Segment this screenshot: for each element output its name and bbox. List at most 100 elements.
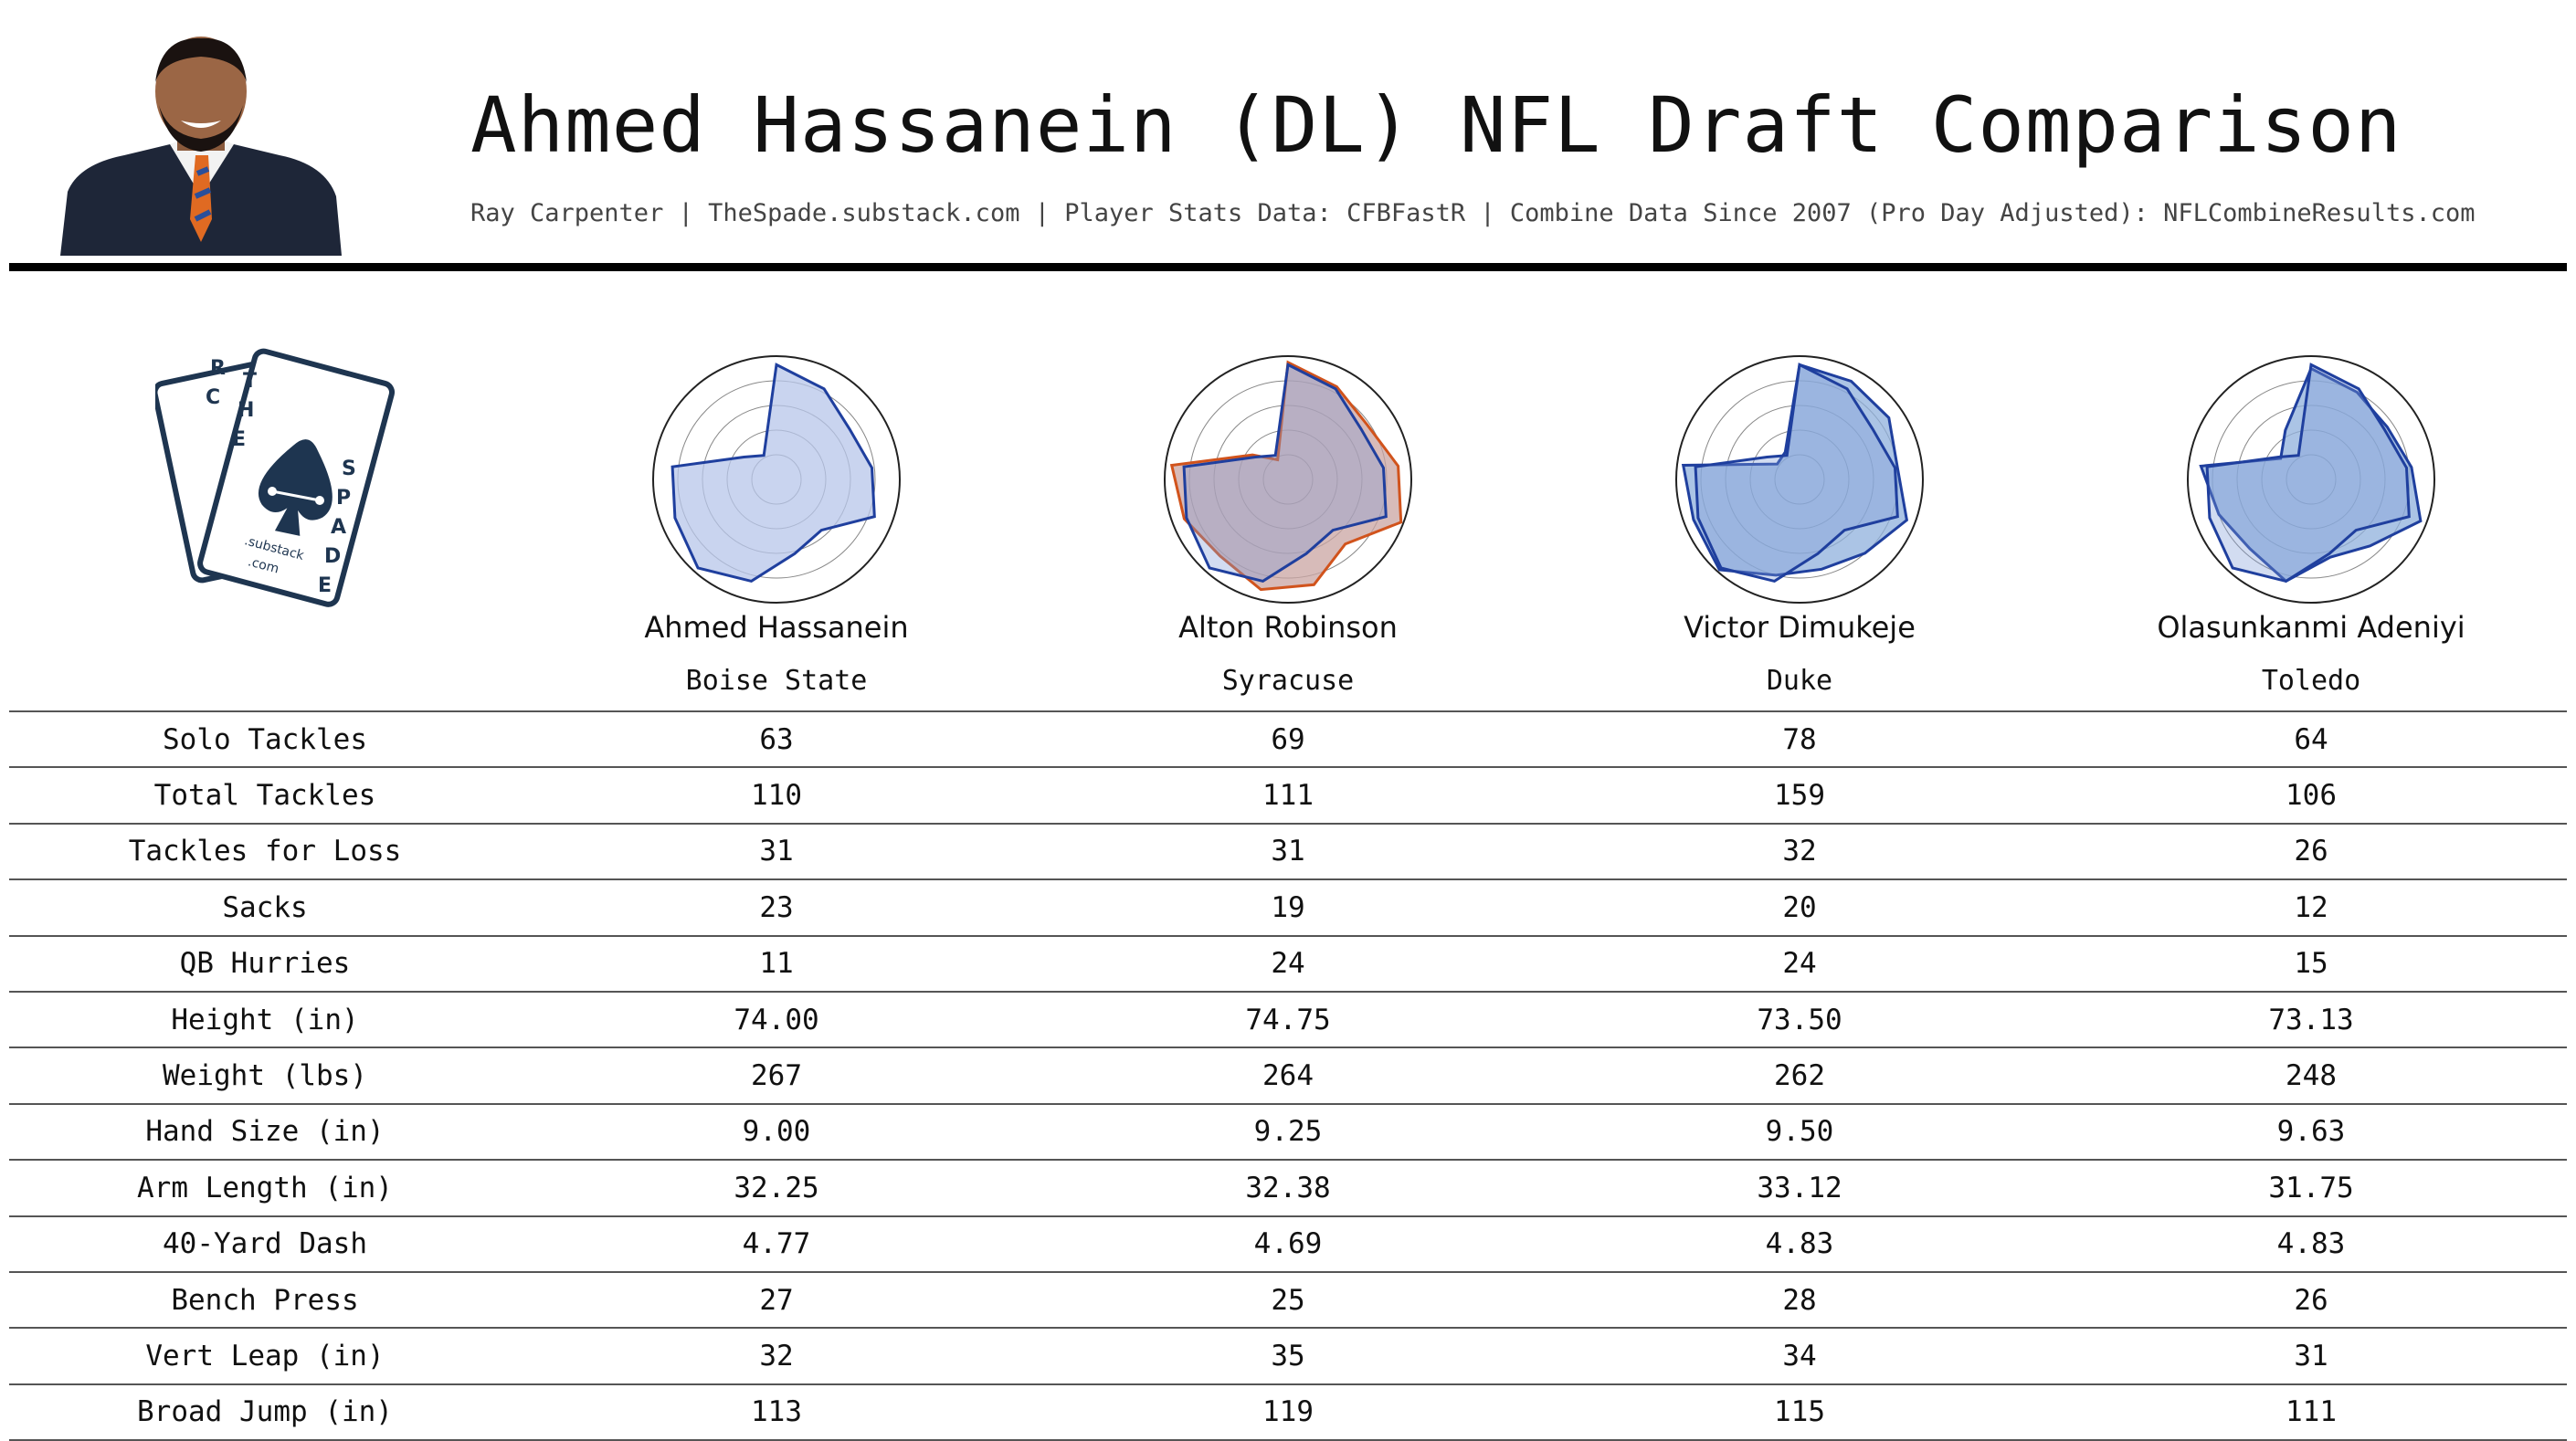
metric-label: Bench Press bbox=[9, 1270, 521, 1329]
table-row: Solo Tackles 63 69 78 64 bbox=[9, 710, 2567, 768]
radar-series-0-overlay bbox=[2205, 363, 2411, 584]
stat-value: 27 bbox=[521, 1270, 1032, 1329]
metric-label: Height (in) bbox=[9, 990, 521, 1048]
stat-value: 63 bbox=[521, 710, 1032, 768]
page-title: Ahmed Hassanein (DL) NFL Draft Compariso… bbox=[470, 80, 2402, 170]
metric-label: 40-Yard Dash bbox=[9, 1215, 521, 1272]
metric-label: Arm Length (in) bbox=[9, 1159, 521, 1216]
stat-value: 9.25 bbox=[1032, 1102, 1544, 1161]
player-name: Olasunkanmi Adeniyi bbox=[2157, 610, 2465, 645]
stat-value: 31 bbox=[1032, 822, 1544, 880]
metric-label: Tackles for Loss bbox=[9, 822, 521, 880]
table-row: Arm Length (in) 32.25 32.38 33.12 31.75 bbox=[9, 1159, 2567, 1216]
metric-label: QB Hurries bbox=[9, 934, 521, 992]
radar-chart-4 bbox=[2187, 355, 2435, 604]
stat-value: 73.13 bbox=[2055, 990, 2567, 1048]
table-row: Hand Size (in) 9.00 9.25 9.50 9.63 bbox=[9, 1102, 2567, 1161]
stat-value: 9.00 bbox=[521, 1102, 1032, 1161]
radar-series-0 bbox=[670, 363, 876, 584]
table-row: Tackles for Loss 31 31 32 26 bbox=[9, 822, 2567, 880]
stat-value: 15 bbox=[2055, 934, 2567, 992]
metric-label: Solo Tackles bbox=[9, 710, 521, 768]
stat-value: 119 bbox=[1032, 1383, 1544, 1441]
stat-value: 4.69 bbox=[1032, 1215, 1544, 1272]
metric-label: Sacks bbox=[9, 878, 521, 936]
stat-value: 111 bbox=[1032, 766, 1544, 824]
stat-value: 24 bbox=[1032, 934, 1544, 992]
stat-value: 78 bbox=[1544, 710, 2055, 768]
table-row: Bench Press 27 25 28 26 bbox=[9, 1270, 2567, 1329]
player-name: Alton Robinson bbox=[1178, 610, 1398, 645]
radar-chart-2 bbox=[1164, 355, 1412, 604]
player-school: Toledo bbox=[2261, 665, 2361, 697]
stat-value: 32.25 bbox=[521, 1159, 1032, 1216]
table-row: QB Hurries 11 24 24 15 bbox=[9, 934, 2567, 992]
stats-table: Solo Tackles 63 69 78 64 Total Tackles 110 111 1… bbox=[9, 710, 2567, 1441]
logo-letter: S bbox=[342, 458, 356, 480]
stat-value: 34 bbox=[1544, 1327, 2055, 1384]
logo-letter: T bbox=[243, 370, 257, 393]
player-school: Syracuse bbox=[1221, 665, 1355, 697]
metric-label: Weight (lbs) bbox=[9, 1047, 521, 1104]
stat-value: 4.83 bbox=[2055, 1215, 2567, 1272]
stat-value: 31 bbox=[521, 822, 1032, 880]
radar-chart-3 bbox=[1675, 355, 1924, 604]
stat-value: 106 bbox=[2055, 766, 2567, 824]
table-row: Vert Leap (in) 32 35 34 31 bbox=[9, 1327, 2567, 1384]
the-spade-logo: R C T H E S P A D E .substack .com bbox=[155, 348, 396, 607]
metric-label: Total Tackles bbox=[9, 766, 521, 824]
stat-value: 32 bbox=[1544, 822, 2055, 880]
metric-label: Broad Jump (in) bbox=[9, 1383, 521, 1441]
table-row: Weight (lbs) 267 264 262 248 bbox=[9, 1047, 2567, 1104]
stat-value: 248 bbox=[2055, 1047, 2567, 1104]
stat-value: 74.00 bbox=[521, 990, 1032, 1048]
stat-value: 28 bbox=[1544, 1270, 2055, 1329]
stat-value: 74.75 bbox=[1032, 990, 1544, 1048]
logo-letter: C bbox=[206, 386, 220, 409]
stat-value: 9.63 bbox=[2055, 1102, 2567, 1161]
stat-value: 31.75 bbox=[2055, 1159, 2567, 1216]
stat-value: 19 bbox=[1032, 878, 1544, 936]
stat-value: 110 bbox=[521, 766, 1032, 824]
radar-series-0-overlay bbox=[1182, 363, 1388, 584]
table-row: Height (in) 74.00 74.75 73.50 73.13 bbox=[9, 990, 2567, 1048]
player-headshot bbox=[60, 37, 342, 256]
player-school: Duke bbox=[1766, 665, 1833, 697]
stat-value: 64 bbox=[2055, 710, 2567, 768]
stat-value: 26 bbox=[2055, 822, 2567, 880]
player-school: Boise State bbox=[685, 665, 868, 697]
stat-value: 24 bbox=[1544, 934, 2055, 992]
stat-value: 32 bbox=[521, 1327, 1032, 1384]
stat-value: 12 bbox=[2055, 878, 2567, 936]
stat-value: 11 bbox=[521, 934, 1032, 992]
logo-letter: D bbox=[324, 545, 341, 568]
stat-value: 31 bbox=[2055, 1327, 2567, 1384]
stat-value: 20 bbox=[1544, 878, 2055, 936]
table-row: Total Tackles 110 111 159 106 bbox=[9, 766, 2567, 824]
stat-value: 4.77 bbox=[521, 1215, 1032, 1272]
spade-bar bbox=[271, 489, 321, 502]
table-row: Sacks 23 19 20 12 bbox=[9, 878, 2567, 936]
metric-label: Vert Leap (in) bbox=[9, 1327, 521, 1384]
metric-label: Hand Size (in) bbox=[9, 1102, 521, 1161]
logo-letter: H bbox=[238, 399, 254, 422]
logo-letter: P bbox=[336, 487, 351, 510]
table-row: 40-Yard Dash 4.77 4.69 4.83 4.83 bbox=[9, 1215, 2567, 1272]
logo-letter: E bbox=[318, 574, 332, 597]
stat-value: 4.83 bbox=[1544, 1215, 2055, 1272]
stat-value: 73.50 bbox=[1544, 990, 2055, 1048]
stat-value: 159 bbox=[1544, 766, 2055, 824]
player-name: Ahmed Hassanein bbox=[644, 610, 909, 645]
header-divider bbox=[9, 263, 2567, 271]
logo-letter: E bbox=[232, 428, 246, 451]
stat-value: 9.50 bbox=[1544, 1102, 2055, 1161]
stat-value: 23 bbox=[521, 878, 1032, 936]
radar-series-2 bbox=[1681, 363, 1909, 577]
stat-value: 262 bbox=[1544, 1047, 2055, 1104]
stat-value: 69 bbox=[1032, 710, 1544, 768]
stat-value: 32.38 bbox=[1032, 1159, 1544, 1216]
stat-value: 264 bbox=[1032, 1047, 1544, 1104]
stat-value: 26 bbox=[2055, 1270, 2567, 1329]
radar-chart-1 bbox=[652, 355, 901, 604]
stat-value: 35 bbox=[1032, 1327, 1544, 1384]
